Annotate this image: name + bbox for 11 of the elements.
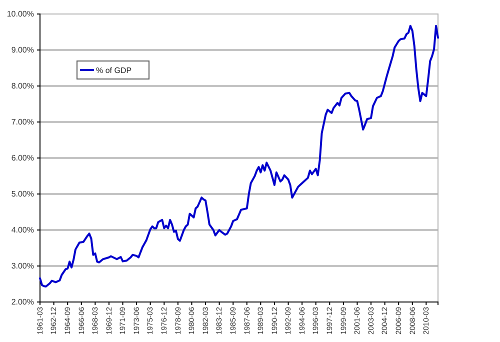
y-tick-label: 7.00% xyxy=(11,118,34,127)
y-tick-label: 2.00% xyxy=(11,298,34,307)
line-series xyxy=(39,24,439,288)
y-tick-label: 5.00% xyxy=(11,190,34,199)
y-tick-label: 8.00% xyxy=(11,82,34,91)
y-tick-label: 9.00% xyxy=(11,46,34,55)
legend-label: % of GDP xyxy=(96,66,132,75)
y-tick-label: 3.00% xyxy=(11,262,34,271)
y-tick-label: 10.00% xyxy=(6,10,34,19)
y-tick-label: 4.00% xyxy=(11,226,34,235)
y-tick-label: 6.00% xyxy=(11,154,34,163)
